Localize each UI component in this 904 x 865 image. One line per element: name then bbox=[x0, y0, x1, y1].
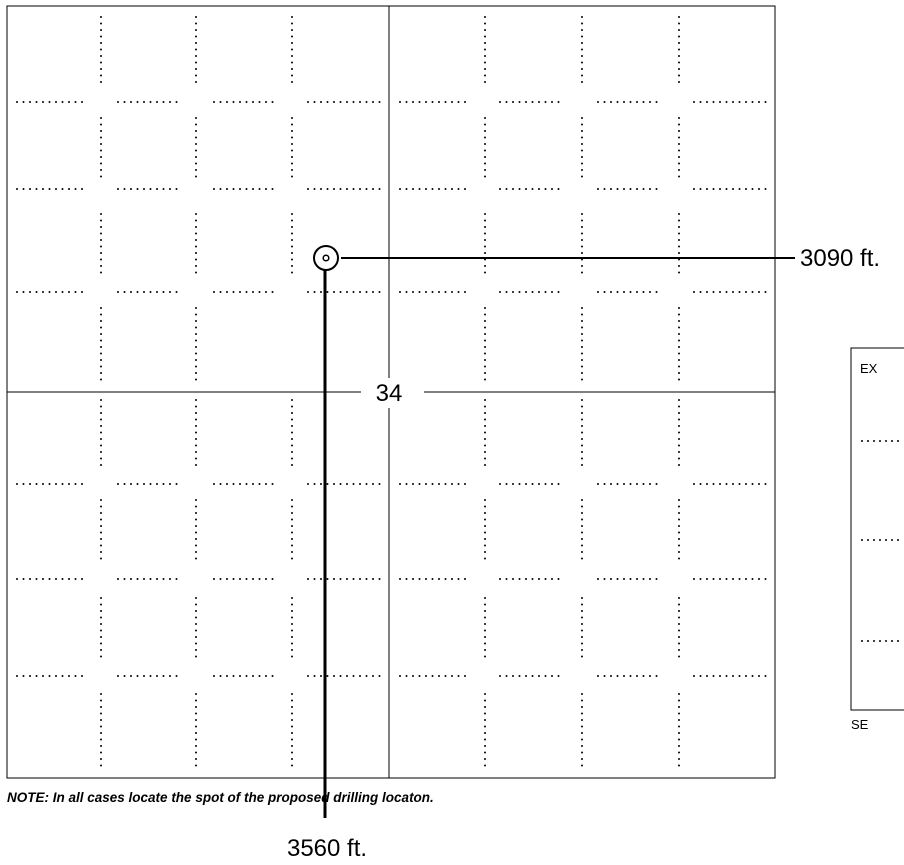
section-label-bg bbox=[362, 378, 422, 408]
example-box-dotted-rows bbox=[861, 440, 904, 642]
note-text: NOTE: In all cases locate the spot of th… bbox=[7, 790, 434, 805]
section-number: 34 bbox=[376, 380, 403, 407]
example-box bbox=[850, 347, 904, 711]
dotted-grid bbox=[16, 16, 768, 768]
south-distance-label: 3560 ft. bbox=[287, 835, 367, 862]
east-distance-label: 3090 ft. bbox=[800, 245, 880, 272]
example-box-label: EX bbox=[860, 361, 878, 376]
example-box-footer: SE bbox=[851, 717, 869, 732]
drilling-location-icon bbox=[313, 245, 339, 271]
